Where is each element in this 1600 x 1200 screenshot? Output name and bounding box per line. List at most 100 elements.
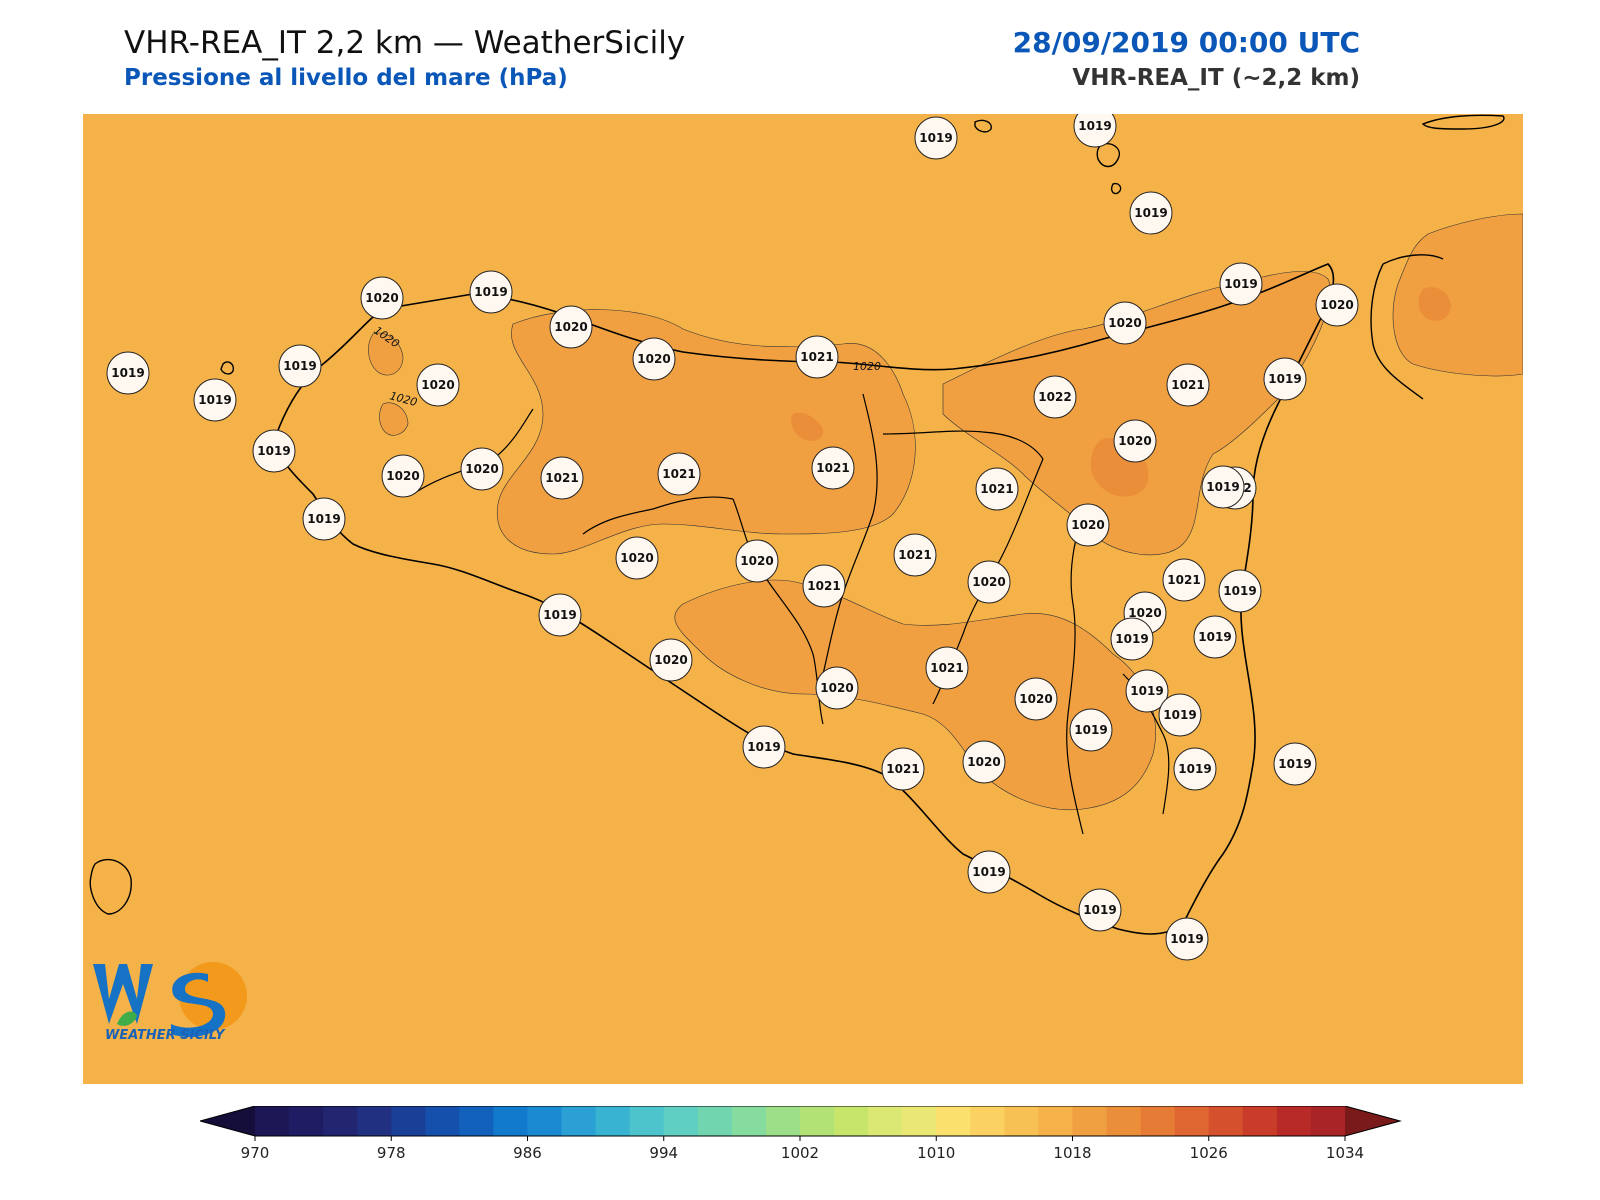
map-subtitle: Pressione al livello del mare (hPa) (124, 65, 568, 91)
station-marker: 1021 (925, 646, 969, 690)
station-pressure-label: 1019 (1224, 277, 1257, 291)
colorbar-tick-label: 1026 (1190, 1144, 1228, 1162)
station-circle (1273, 742, 1317, 786)
colorbar-segment (629, 1106, 665, 1136)
station-marker: 1021 (975, 467, 1019, 511)
station-pressure-label: 1019 (1198, 630, 1231, 644)
station-marker: 1021 (657, 452, 701, 496)
station-marker: 1019 (538, 593, 582, 637)
station-circle (1193, 615, 1237, 659)
colorbar-segment (936, 1106, 971, 1136)
datetime-block: 28/09/2019 00:00 UTC VHR-REA_IT (~2,2 km… (1013, 24, 1360, 94)
station-marker: 1019 (1201, 465, 1245, 509)
colorbar-tick-label: 970 (241, 1144, 270, 1162)
station-circle (1158, 693, 1202, 737)
station-marker: 1021 (1162, 558, 1206, 602)
station-marker: 1021 (893, 533, 937, 577)
station-circle (278, 344, 322, 388)
logo-graphic (93, 962, 247, 1038)
station-circle (802, 564, 846, 608)
colorbar-tick-label: 1010 (917, 1144, 955, 1162)
model-name: VHR-REA_IT (~2,2 km) (1072, 65, 1360, 91)
station-pressure-label: 1019 (1163, 708, 1196, 722)
station-marker: 1019 (967, 850, 1011, 894)
colorbar-segment (834, 1106, 869, 1136)
station-circle (1219, 262, 1263, 306)
station-marker: 1020 (815, 666, 859, 710)
station-circle (1218, 569, 1262, 613)
station-pressure-label: 1020 (740, 554, 773, 568)
colorbar-segment (323, 1106, 358, 1136)
station-circle (1078, 888, 1122, 932)
station-marker: 1019 (278, 344, 322, 388)
station-pressure-label: 1021 (662, 467, 695, 481)
station-marker: 1021 (795, 335, 839, 379)
station-pressure-label: 1022 (1038, 390, 1071, 404)
station-marker: 1019 (1173, 747, 1217, 791)
station-pressure-label: 1019 (1268, 372, 1301, 386)
station-marker: 1020 (416, 363, 460, 407)
s-letter-icon (171, 972, 226, 1038)
station-pressure-label: 1019 (1278, 757, 1311, 771)
station-circle (193, 378, 237, 422)
contour-label: 1020 (853, 360, 881, 373)
station-pressure-label: 1020 (554, 320, 587, 334)
station-circle (795, 335, 839, 379)
station-pressure-label: 1019 (1078, 119, 1111, 133)
colorbar-segment (1208, 1106, 1244, 1136)
colorbar-segment (970, 1106, 1005, 1136)
station-marker: 1021 (1166, 363, 1210, 407)
station-marker: 1020 (1066, 503, 1110, 547)
station-circle (1165, 917, 1209, 961)
station-marker: 1020 (967, 560, 1011, 604)
station-marker: 1019 (302, 497, 346, 541)
weathersicily-logo: WEATHER SICILY (93, 954, 253, 1054)
station-pressure-label: 1019 (198, 393, 231, 407)
station-pressure-label: 1020 (1128, 606, 1161, 620)
colorbar-tick-label: 1018 (1053, 1144, 1091, 1162)
station-circle (962, 740, 1006, 784)
station-pressure-label: 1019 (1115, 632, 1148, 646)
station-pressure-label: 1020 (1118, 434, 1151, 448)
station-marker: 1019 (1069, 708, 1113, 752)
map-canvas: 1020 1020 1020 1019101910191019101910191… (83, 114, 1523, 1084)
station-marker: 1020 (632, 337, 676, 381)
station-marker: 1020 (615, 536, 659, 580)
station-marker: 1020 (1113, 419, 1157, 463)
pressure-map: 1020 1020 1020 1019 1019 1019 1019 1019 1019 1… (83, 114, 1523, 1084)
colorbar: 970 978 986 994 1002 1010 1018 1026 1034 (198, 1105, 1410, 1166)
station-pressure-label: 1020 (972, 575, 1005, 589)
station-marker: 1020 (1103, 301, 1147, 345)
station-marker: 1020 (735, 539, 779, 583)
station-circle (1033, 375, 1077, 419)
station-marker: 1022 (1033, 375, 1077, 419)
station-circle (649, 638, 693, 682)
station-circle (632, 337, 676, 381)
station-circle (1103, 301, 1147, 345)
station-marker: 1019 (1165, 917, 1209, 961)
station-circle (742, 725, 786, 769)
colorbar-segment (1310, 1106, 1346, 1136)
station-circle (893, 533, 937, 577)
colorbar-tick-label: 994 (649, 1144, 678, 1162)
station-pressure-label: 1019 (1134, 206, 1167, 220)
station-marker: 1021 (881, 747, 925, 791)
colorbar-segment (391, 1106, 426, 1136)
station-pressure-label: 1019 (1223, 584, 1256, 598)
station-marker: 1020 (962, 740, 1006, 784)
station-marker: 1019 (469, 270, 513, 314)
colorbar-overflow-arrow (1345, 1106, 1400, 1136)
station-circle (735, 539, 779, 583)
station-marker: 1019 (193, 378, 237, 422)
colorbar-segment (527, 1106, 563, 1136)
colorbar-tick-label: 978 (377, 1144, 406, 1162)
station-circle (1129, 191, 1173, 235)
station-pressure-label: 1021 (1167, 573, 1200, 587)
station-pressure-label: 1021 (930, 661, 963, 675)
colorbar-segment (493, 1106, 528, 1136)
colorbar-segment (1140, 1106, 1176, 1136)
station-pressure-label: 1020 (1108, 316, 1141, 330)
station-pressure-label: 1019 (1130, 684, 1163, 698)
station-circle (469, 270, 513, 314)
leaf-icon (117, 1011, 137, 1026)
